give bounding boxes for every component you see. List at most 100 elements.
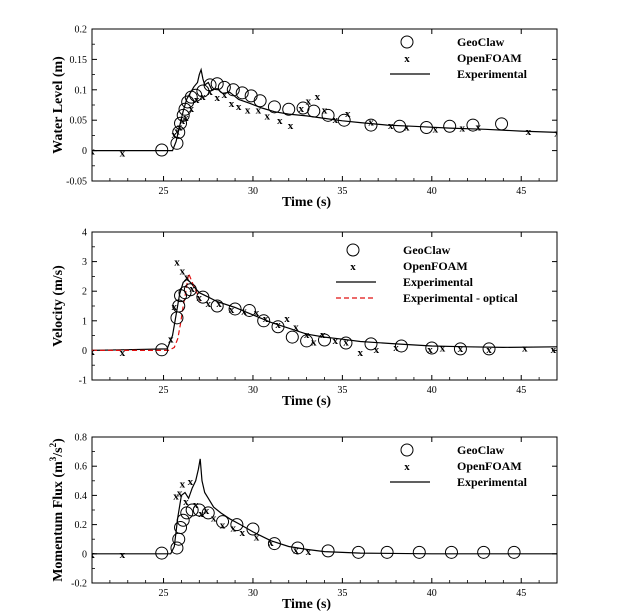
point-openfoam: x (526, 126, 532, 138)
y-tick-label: 0.2 (75, 25, 88, 36)
point-openfoam: x (168, 334, 174, 346)
point-geoclaw (495, 117, 509, 131)
point-openfoam: x (180, 265, 186, 277)
legend-marker-openfoam: x (350, 261, 356, 273)
point-geoclaw (172, 299, 186, 313)
point-openfoam: x (120, 549, 126, 561)
x-axis-label: Time (s) (282, 394, 331, 409)
point-openfoam: x (245, 104, 251, 116)
point-openfoam: x (293, 322, 299, 334)
point-openfoam: x (173, 490, 179, 502)
point-openfoam: x (254, 531, 260, 543)
point-openfoam: x (343, 337, 349, 349)
point-geoclaw (155, 143, 169, 157)
x-tick-label: 45 (516, 588, 526, 599)
plot-frame (91, 231, 558, 381)
point-openfoam: x (172, 129, 178, 141)
point-geoclaw (443, 119, 457, 133)
point-openfoam: x (268, 537, 274, 549)
point-geoclaw (155, 343, 169, 357)
point-openfoam: x (172, 301, 178, 313)
point-openfoam: x (393, 342, 399, 354)
point-openfoam: x (189, 103, 195, 115)
y-tick-label: 0.4 (75, 491, 88, 502)
point-geoclaw (174, 116, 188, 130)
legend-marker-geoclaw (400, 443, 414, 457)
point-geoclaw (351, 545, 365, 559)
y-tick-label: 4 (82, 228, 87, 239)
y-tick-label: 0.2 (75, 520, 88, 531)
point-geoclaw (174, 521, 188, 535)
x-tick-label: 45 (516, 186, 526, 197)
chart-2: 25 30 35 40 45 -1 0 1 2 3 4 Time (s) Velocity (m/s) x… (51, 228, 558, 409)
point-openfoam: x (311, 337, 317, 349)
point-openfoam: x (304, 329, 310, 341)
y-tick-label: 1 (82, 316, 87, 327)
point-openfoam: x (265, 110, 271, 122)
point-openfoam: x (263, 313, 269, 325)
y-tick-label: 0.15 (70, 55, 88, 66)
point-geoclaw (285, 330, 299, 344)
x-tick-label: 40 (427, 385, 437, 396)
point-openfoam: x (184, 271, 190, 283)
y-axis-label-part: /s (51, 447, 66, 458)
point-openfoam: x (551, 344, 557, 356)
point-openfoam: x (183, 112, 189, 124)
point-openfoam: x (241, 305, 247, 317)
x-tick-label: 40 (427, 186, 437, 197)
point-geoclaw (174, 289, 188, 303)
point-geoclaw (364, 337, 378, 351)
point-openfoam: x (427, 344, 433, 356)
point-openfoam: x (193, 499, 199, 511)
point-geoclaw (507, 545, 521, 559)
point-openfoam: x (206, 298, 212, 310)
point-geoclaw (453, 342, 467, 356)
legend-label-openfoam: OpenFOAM (403, 259, 468, 273)
point-openfoam: x (120, 347, 126, 359)
point-openfoam: x (368, 116, 374, 128)
y-tick-label: 2 (82, 287, 87, 298)
point-openfoam: x (180, 115, 186, 127)
point-openfoam: x (388, 120, 394, 132)
point-geoclaw (291, 541, 305, 555)
y-tick-label: 0.8 (75, 433, 88, 444)
point-geoclaw (235, 86, 249, 100)
point-geoclaw (181, 95, 195, 109)
point-openfoam: x (204, 505, 210, 517)
point-openfoam: x (299, 103, 305, 115)
x-tick-label: 30 (248, 385, 258, 396)
point-geoclaw (170, 541, 184, 555)
point-geoclaw (337, 113, 351, 127)
point-geoclaw (192, 503, 206, 517)
point-geoclaw (425, 341, 439, 355)
legend-marker-openfoam: x (404, 461, 410, 473)
point-geoclaw (300, 334, 314, 348)
point-openfoam: x (220, 520, 226, 532)
y-tick-label: 3 (82, 257, 87, 268)
point-geoclaw (307, 104, 321, 118)
legend-label-geoclaw: GeoClaw (457, 35, 505, 49)
point-openfoam: x (183, 496, 189, 508)
point-geoclaw (412, 545, 426, 559)
point-openfoam: x (254, 307, 260, 319)
point-openfoam: x (189, 283, 195, 295)
point-openfoam: x (293, 544, 299, 556)
x-tick-label: 30 (248, 588, 258, 599)
point-openfoam: x (284, 313, 290, 325)
point-openfoam: x (89, 146, 95, 158)
point-openfoam: x (200, 91, 206, 103)
point-openfoam: x (89, 549, 95, 561)
legend-label-geoclaw: GeoClaw (403, 243, 451, 257)
point-openfoam: x (306, 96, 312, 108)
y-axis-label-part: 2 (48, 442, 58, 447)
legend: GeoClaw x OpenFOAM Experimental (390, 35, 528, 81)
point-openfoam: x (322, 104, 328, 116)
point-openfoam: x (458, 343, 464, 355)
point-geoclaw (183, 283, 197, 297)
point-geoclaw (466, 118, 480, 132)
point-geoclaw (339, 336, 353, 350)
point-openfoam: x (194, 94, 200, 106)
y-axis-label-part: 3 (48, 456, 58, 461)
point-geoclaw (226, 83, 240, 97)
